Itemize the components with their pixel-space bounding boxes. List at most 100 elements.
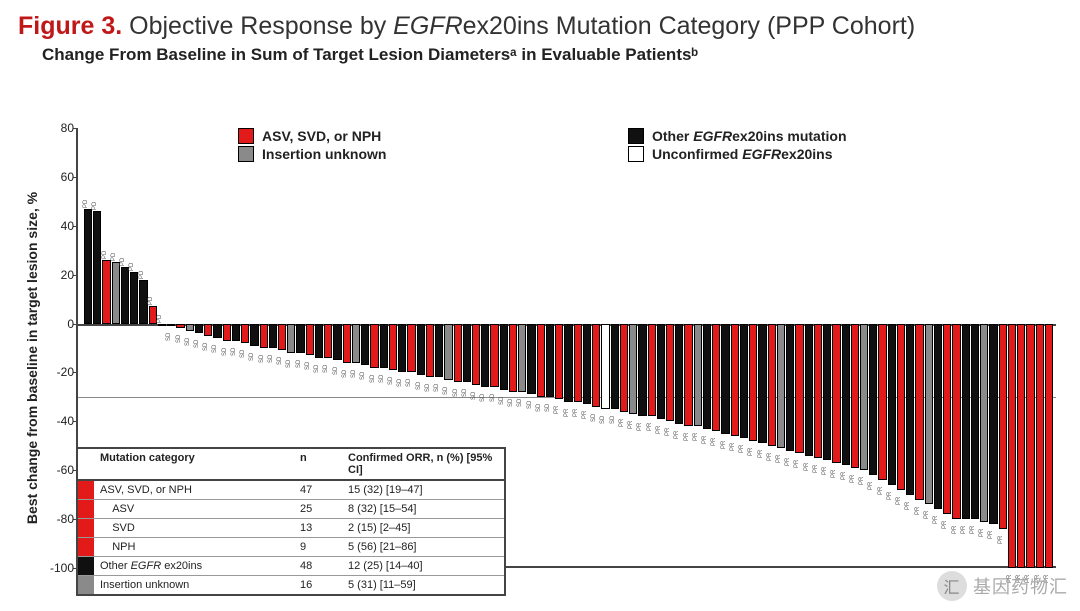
bar-response-label: SD (425, 384, 431, 392)
orr-swatch (78, 481, 94, 499)
waterfall-bar (906, 324, 914, 495)
bar-response-label: SD (222, 347, 228, 355)
waterfall-bar (749, 324, 757, 441)
title-prefix: Objective Response by (129, 12, 393, 40)
bar-response-label: PR (693, 433, 699, 441)
waterfall-bar (768, 324, 776, 446)
legend-label: Other EGFRex20ins mutation (652, 128, 847, 144)
bar-response-label: PR (674, 430, 680, 438)
bar-response-label: PR (637, 423, 643, 431)
orr-value: 5 (56) [21–86] (344, 538, 504, 556)
waterfall-bar (712, 324, 720, 432)
waterfall-bar (860, 324, 868, 471)
bar-response-label: PR (573, 408, 579, 416)
waterfall-bar (675, 324, 683, 424)
figure-title-block: Figure 3. Objective Response by EGFRex20… (0, 0, 1080, 45)
waterfall-bar (84, 209, 92, 324)
waterfall-bar (241, 324, 249, 344)
waterfall-bar (777, 324, 785, 449)
waterfall-bar (805, 324, 813, 456)
bar-response-label: PR (619, 418, 625, 426)
bar-response-label: SD (443, 386, 449, 394)
figure-subtitle: Change From Baseline in Sum of Target Le… (0, 45, 1080, 71)
waterfall-bar (611, 324, 619, 410)
waterfall-bar (417, 324, 425, 375)
waterfall-bar (638, 324, 646, 417)
waterfall-bar (878, 324, 886, 480)
waterfall-bar (158, 324, 166, 326)
waterfall-bar (666, 324, 674, 422)
waterfall-bar (546, 324, 554, 397)
waterfall-bar (315, 324, 323, 358)
bar-response-label: SD (370, 374, 376, 382)
bar-response-label: PR (822, 467, 828, 475)
legend-label: ASV, SVD, or NPH (262, 128, 381, 144)
bar-response-label: PR (998, 536, 1004, 544)
waterfall-bar (555, 324, 563, 400)
waterfall-bar (934, 324, 942, 510)
orr-row: NPH95 (56) [21–86] (78, 538, 504, 557)
waterfall-bar (139, 280, 147, 324)
waterfall-bar (740, 324, 748, 439)
bar-response-label: SD (296, 360, 302, 368)
bar-response-label: PR (952, 526, 958, 534)
waterfall-bar (260, 324, 268, 348)
bar-response-label: SD (286, 360, 292, 368)
legend-item: Unconfirmed EGFRex20ins (628, 146, 1018, 162)
bar-response-label: SD (351, 369, 357, 377)
bar-response-label: PD (139, 270, 145, 278)
bar-response-label: SD (379, 374, 385, 382)
waterfall-bar (306, 324, 314, 356)
orr-row: Insertion unknown165 (31) [11–59] (78, 576, 504, 594)
bar-response-label: PR (748, 448, 754, 456)
waterfall-bar (352, 324, 360, 363)
waterfall-bar (629, 324, 637, 414)
orr-header-row: Mutation categorynConfirmed ORR, n (%) [… (78, 449, 504, 481)
waterfall-bar (444, 324, 452, 380)
bar-response-label: SD (480, 394, 486, 402)
waterfall-bar (999, 324, 1007, 529)
orr-col-category: Mutation category (94, 449, 296, 479)
waterfall-bar (888, 324, 896, 485)
bar-response-label: SD (490, 394, 496, 402)
waterfall-bar (333, 324, 341, 361)
waterfall-bar (481, 324, 489, 388)
orr-n: 48 (296, 557, 344, 575)
waterfall-bar (962, 324, 970, 520)
bar-response-label: SD (508, 399, 514, 407)
waterfall-bar (186, 324, 194, 331)
waterfall-bar (869, 324, 877, 476)
bar-response-label: SD (277, 357, 283, 365)
waterfall-bar (620, 324, 628, 412)
bar-response-label: PR (730, 443, 736, 451)
waterfall-bar (361, 324, 369, 366)
orr-col-orr: Confirmed ORR, n (%) [95% CI] (344, 449, 504, 479)
waterfall-bar (758, 324, 766, 444)
orr-n: 16 (296, 576, 344, 594)
bar-response-label: SD (545, 404, 551, 412)
legend-swatch (238, 146, 254, 162)
y-tick-label: -80 (38, 512, 74, 526)
watermark: 汇 基因药物汇 (937, 571, 1068, 601)
orr-value: 12 (25) [14–40] (344, 557, 504, 575)
waterfall-bar (943, 324, 951, 515)
watermark-icon: 汇 (937, 571, 967, 601)
waterfall-bar (842, 324, 850, 466)
bar-response-label: SD (416, 382, 422, 390)
waterfall-bar (343, 324, 351, 363)
waterfall-bar (601, 324, 609, 410)
bar-response-label: PR (933, 516, 939, 524)
figure-label: Figure 3. (18, 12, 129, 40)
orr-row: Other EGFR ex20ins4812 (25) [14–40] (78, 557, 504, 576)
title-suffix: ex20ins Mutation Category (PPP Cohort) (463, 12, 916, 40)
waterfall-bar (980, 324, 988, 522)
legend-item: ASV, SVD, or NPH (238, 128, 628, 144)
waterfall-chart: Best change from baseline in target lesi… (14, 128, 1066, 598)
bar-response-label: SD (517, 399, 523, 407)
waterfall-bar (657, 324, 665, 419)
bar-response-label: SD (176, 335, 182, 343)
waterfall-bar (823, 324, 831, 461)
orr-category: SVD (94, 519, 296, 537)
waterfall-bar (204, 324, 212, 336)
bar-response-label: PR (647, 423, 653, 431)
